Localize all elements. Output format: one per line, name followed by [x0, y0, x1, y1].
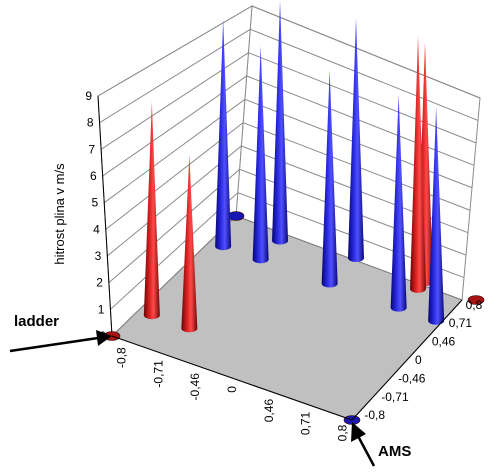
ladder-annotation: ladder	[9, 313, 112, 353]
x-tick-label: 0,46	[262, 399, 276, 423]
x-tick-labels: -0,8 -0,71 -0,46 0 0,46 0,71 0,8	[115, 347, 350, 441]
blue-floor-marker	[227, 211, 245, 221]
y-tick-label: 5	[92, 196, 99, 210]
x-tick-label: 0,8	[335, 424, 349, 441]
ladder-label: ladder	[14, 313, 59, 330]
gridline	[97, 5, 481, 99]
y-axis-title: hitrost plina v m/s	[52, 163, 67, 265]
y-tick-label: 6	[90, 169, 97, 183]
z-tick-label: 0,8	[466, 298, 483, 312]
red-floor-marker	[467, 295, 485, 305]
cones	[143, 0, 445, 333]
blue-cone	[215, 19, 232, 251]
z-tick-label: -0,71	[381, 390, 409, 404]
x-tick-label: -0,71	[151, 360, 165, 388]
gridline	[99, 28, 479, 124]
y-tick-label: 3	[95, 249, 102, 263]
y-axis-line	[97, 95, 113, 337]
red-cone	[181, 155, 198, 333]
ams-arrow-head	[351, 422, 366, 442]
x-tick-label: 0,71	[299, 411, 313, 435]
floor-markers	[103, 211, 485, 425]
z-axis-line	[351, 299, 463, 421]
x-axis: -0,8 -0,71 -0,46 0 0,46 0,71 0,8	[111, 335, 353, 441]
y-axis: 0123456789 hitrost plina v m/s	[52, 89, 113, 343]
x-axis-line	[111, 335, 353, 421]
y-tick-label: 2	[96, 276, 103, 290]
z-tick-label: -0,46	[398, 371, 426, 385]
ladder-arrow-line	[9, 336, 99, 353]
blue-cone	[348, 18, 364, 262]
red-cone	[143, 101, 160, 320]
y-tick-labels: 0123456789	[85, 89, 106, 343]
blue-cone	[321, 70, 338, 288]
x-tick-label: -0,46	[188, 373, 202, 401]
z-tick-label: 0,71	[449, 316, 473, 330]
ams-arrow-line	[356, 435, 376, 467]
y-tick-label: 4	[93, 222, 100, 236]
gridline	[100, 52, 477, 150]
z-tick-label: -0,8	[364, 408, 385, 422]
z-tick-label: 0,46	[432, 335, 456, 349]
ladder-arrow-head	[96, 330, 112, 346]
x-tick-label: 0	[225, 386, 239, 393]
y-tick-label: 8	[87, 116, 94, 130]
y-tick-label: 7	[88, 142, 95, 156]
blue-cone	[428, 107, 445, 325]
ams-annotation: AMS	[351, 422, 411, 467]
z-axis: 0,8 0,71 0,46 0 -0,46 -0,71 -0,8	[351, 298, 483, 422]
red-cone	[410, 35, 427, 293]
z-tick-labels: 0,8 0,71 0,46 0 -0,46 -0,71 -0,8	[364, 298, 482, 422]
z-tick-label: 0	[415, 353, 422, 367]
x-tick-label: -0,8	[115, 347, 129, 368]
blue-cone	[390, 94, 407, 312]
y-tick-label: 1	[98, 302, 105, 316]
ams-label: AMS	[378, 443, 411, 460]
y-tick-label: 9	[85, 89, 92, 103]
blue-cone	[252, 46, 269, 264]
blue-cone	[272, 0, 289, 245]
